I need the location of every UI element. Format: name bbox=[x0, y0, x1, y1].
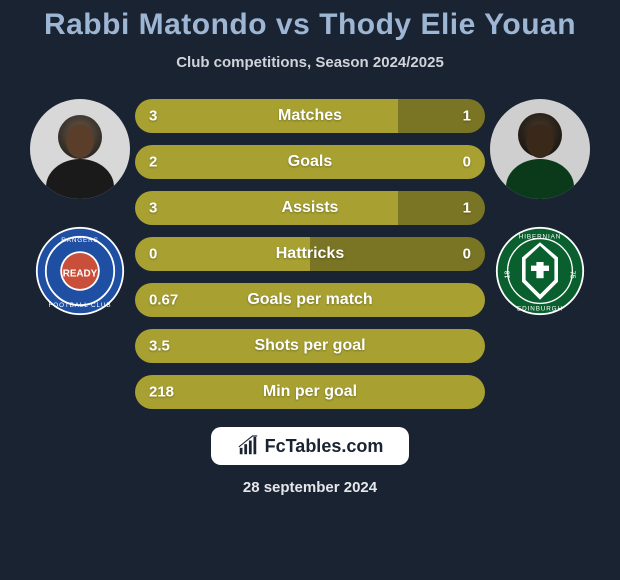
stat-value-left: 218 bbox=[149, 384, 174, 401]
player2-avatar bbox=[490, 99, 590, 199]
footer-date: 28 september 2024 bbox=[243, 479, 377, 496]
stat-value-left: 3.5 bbox=[149, 338, 170, 355]
subtitle: Club competitions, Season 2024/2025 bbox=[176, 54, 444, 71]
stat-bar: 2 Goals 0 bbox=[135, 145, 485, 179]
svg-text:READY: READY bbox=[63, 268, 98, 279]
stat-value-right: 1 bbox=[463, 108, 471, 125]
title-player1: Rabbi Matondo bbox=[44, 8, 267, 41]
stat-label: Hattricks bbox=[276, 245, 344, 263]
svg-text:RANGERS: RANGERS bbox=[61, 237, 98, 244]
player1-avatar bbox=[30, 99, 130, 199]
stat-value-left: 0.67 bbox=[149, 292, 178, 309]
stat-bar: 3 Matches 1 bbox=[135, 99, 485, 133]
stat-value-left: 2 bbox=[149, 154, 157, 171]
stat-bars: 3 Matches 1 2 Goals 0 3 Assists 1 0 Hattricks 0 0.67… bbox=[135, 99, 485, 409]
stat-label: Shots per goal bbox=[254, 337, 365, 355]
player1-column: READY RANGERS FOOTBALL CLUB bbox=[25, 99, 135, 321]
stat-bar: 3 Assists 1 bbox=[135, 191, 485, 225]
player2-club-crest: HIBERNIAN EDINBURGH 18 75 bbox=[490, 221, 590, 321]
svg-text:18: 18 bbox=[502, 271, 511, 279]
stat-label: Min per goal bbox=[263, 383, 357, 401]
stat-label: Goals bbox=[288, 153, 332, 171]
stat-bar-right-fill bbox=[398, 191, 486, 225]
stat-value-left: 3 bbox=[149, 108, 157, 125]
stat-bar-right-fill bbox=[398, 99, 486, 133]
page-title: Rabbi Matondo vs Thody Elie Youan bbox=[44, 8, 576, 42]
stat-value-left: 3 bbox=[149, 200, 157, 217]
player1-club-crest: READY RANGERS FOOTBALL CLUB bbox=[30, 221, 130, 321]
stat-bar: 3.5 Shots per goal bbox=[135, 329, 485, 363]
stat-value-right: 1 bbox=[463, 200, 471, 217]
title-player2: Thody Elie Youan bbox=[319, 8, 576, 41]
stat-bar-left-fill bbox=[135, 99, 398, 133]
rangers-crest-icon: READY RANGERS FOOTBALL CLUB bbox=[35, 226, 125, 316]
stat-value-right: 0 bbox=[463, 246, 471, 263]
brand-badge: FcTables.com bbox=[211, 427, 410, 465]
stat-bar: 218 Min per goal bbox=[135, 375, 485, 409]
hibernian-crest-icon: HIBERNIAN EDINBURGH 18 75 bbox=[495, 226, 585, 316]
title-vs: vs bbox=[267, 8, 319, 41]
svg-text:75: 75 bbox=[569, 271, 578, 279]
svg-text:EDINBURGH: EDINBURGH bbox=[517, 306, 563, 313]
stat-label: Matches bbox=[278, 107, 342, 125]
stat-bar: 0 Hattricks 0 bbox=[135, 237, 485, 271]
avatar-placeholder-icon bbox=[30, 99, 130, 199]
footer: FcTables.com 28 september 2024 bbox=[211, 427, 410, 496]
player2-column: HIBERNIAN EDINBURGH 18 75 bbox=[485, 99, 595, 321]
stat-value-left: 0 bbox=[149, 246, 157, 263]
stat-bar: 0.67 Goals per match bbox=[135, 283, 485, 317]
comparison-row: READY RANGERS FOOTBALL CLUB 3 Matches 1 2 Go… bbox=[0, 99, 620, 409]
stat-value-right: 0 bbox=[463, 154, 471, 171]
svg-text:HIBERNIAN: HIBERNIAN bbox=[519, 234, 561, 241]
avatar-placeholder-icon bbox=[490, 99, 590, 199]
stat-label: Assists bbox=[282, 199, 339, 217]
svg-text:FOOTBALL CLUB: FOOTBALL CLUB bbox=[49, 302, 112, 309]
stat-bar-left-fill bbox=[135, 191, 398, 225]
stat-label: Goals per match bbox=[247, 291, 372, 309]
chart-icon bbox=[237, 435, 259, 457]
brand-text: FcTables.com bbox=[265, 436, 384, 457]
